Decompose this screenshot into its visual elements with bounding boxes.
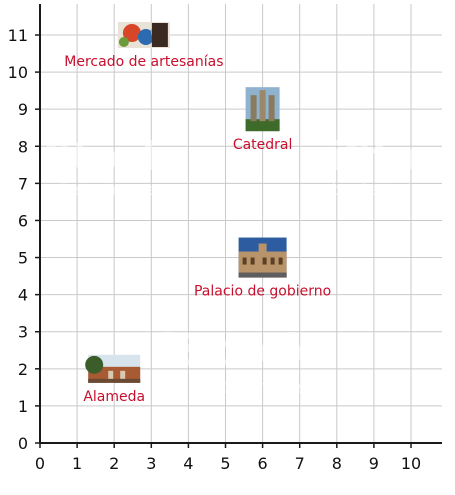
data-point: Mercado de artesanías bbox=[64, 22, 223, 70]
point-label: Catedral bbox=[233, 137, 293, 153]
watermark-tagline: by Getty Images bbox=[32, 180, 166, 199]
watermark-brand: iStock bbox=[330, 134, 455, 180]
y-tick-label: 9 bbox=[18, 100, 28, 119]
axes bbox=[39, 4, 442, 444]
y-tick-label: 8 bbox=[18, 137, 28, 156]
y-tick-label: 10 bbox=[8, 63, 28, 82]
cathedral-photo-icon bbox=[245, 87, 280, 132]
y-tick-label: 0 bbox=[18, 434, 28, 453]
y-tick-label: 4 bbox=[18, 286, 28, 305]
x-tick-label: 1 bbox=[72, 454, 82, 473]
data-points: Mercado de artesanías Catedral Palacio de … bbox=[64, 22, 331, 405]
y-tick-label: 1 bbox=[18, 397, 28, 416]
x-tick-label: 10 bbox=[401, 454, 421, 473]
x-tick-label: 0 bbox=[35, 454, 45, 473]
x-tick-label: 2 bbox=[109, 454, 119, 473]
point-label: Alameda bbox=[83, 389, 145, 405]
point-label: Mercado de artesanías bbox=[64, 54, 223, 70]
market-photo-icon bbox=[117, 22, 170, 48]
data-point: Alameda bbox=[83, 354, 145, 405]
data-point: Catedral bbox=[233, 87, 293, 153]
y-tick-label: 5 bbox=[18, 249, 28, 268]
x-tick-label: 6 bbox=[258, 454, 268, 473]
y-tick-label: 3 bbox=[18, 323, 28, 342]
y-tick-label: 6 bbox=[18, 211, 28, 230]
watermark-tagline: by Getty Images bbox=[162, 377, 311, 398]
x-tick-label: 3 bbox=[146, 454, 156, 473]
watermark-brand: iStock bbox=[30, 134, 170, 180]
watermark-brand: iStock bbox=[160, 325, 315, 376]
x-tick-label: 7 bbox=[295, 454, 305, 473]
watermark-tagline: by Getty Images bbox=[332, 180, 455, 199]
x-tick-label: 5 bbox=[220, 454, 230, 473]
point-label: Palacio de gobierno bbox=[194, 284, 331, 300]
y-tick-label: 11 bbox=[8, 26, 28, 45]
x-tick-label: 8 bbox=[332, 454, 342, 473]
park-photo-icon bbox=[85, 354, 141, 383]
x-tick-label: 9 bbox=[369, 454, 379, 473]
x-tick-label: 4 bbox=[183, 454, 193, 473]
palace-photo-icon bbox=[238, 237, 287, 278]
y-tick-label: 7 bbox=[18, 174, 28, 193]
tick-labels: 0 1 2 3 4 5 6 7 8 9 10 0 1 2 3 4 5 6 7 8 9 10 11 bbox=[8, 26, 422, 473]
data-point: Palacio de gobierno bbox=[194, 237, 331, 300]
y-tick-label: 2 bbox=[18, 360, 28, 379]
